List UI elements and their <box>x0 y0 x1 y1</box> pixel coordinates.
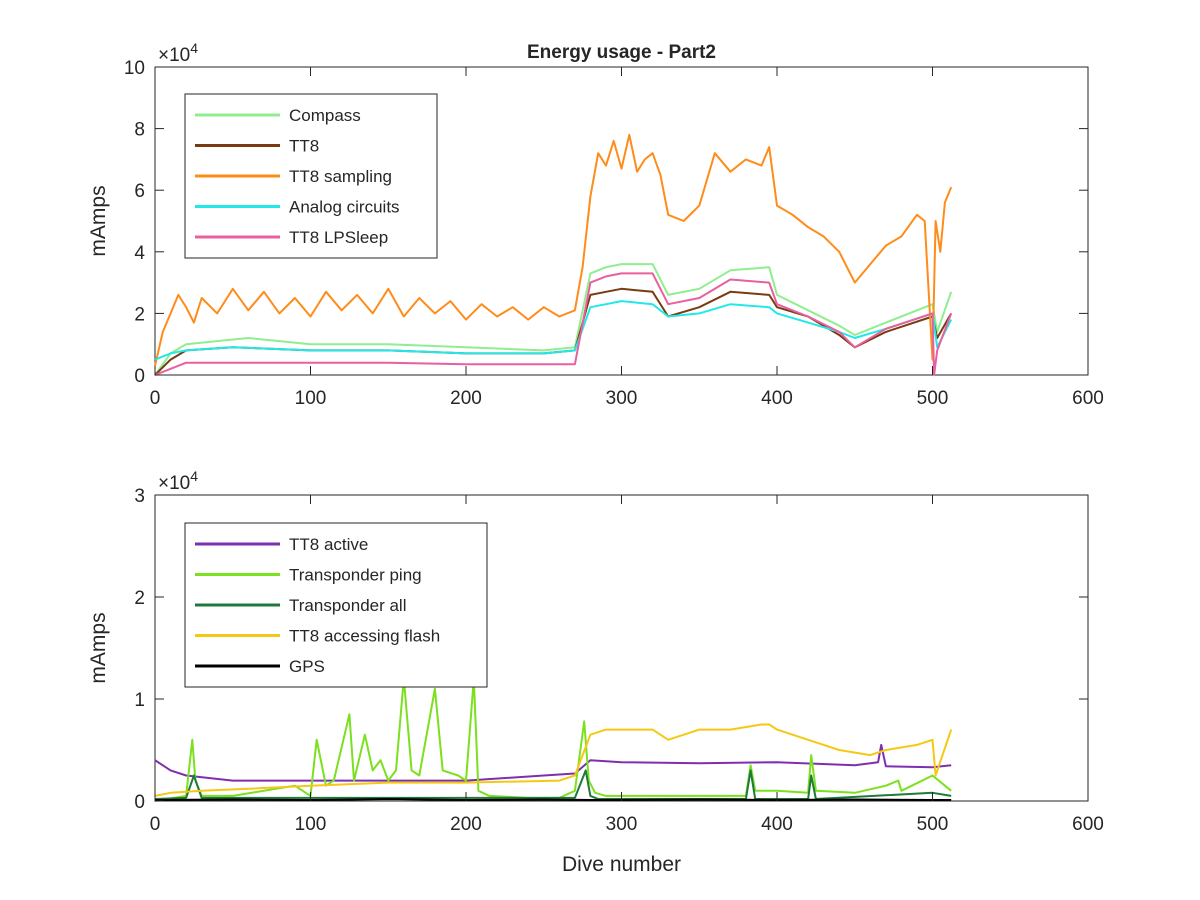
bottom-y-tick-label: 2 <box>134 588 145 609</box>
top-x-tick-label: 600 <box>1072 388 1104 409</box>
bottom-y-axis-label: mAmps <box>87 612 110 683</box>
top-exponent-base: ×10 <box>158 45 190 66</box>
bottom-legend-label: TT8 active <box>289 535 368 554</box>
bottom-legend-label: TT8 accessing flash <box>289 627 440 646</box>
bottom-legend-label: GPS <box>289 657 325 676</box>
top-exponent-label: ×104 <box>158 40 198 66</box>
bottom-x-tick-label: 100 <box>295 814 327 835</box>
top-y-tick-label: 6 <box>134 181 145 202</box>
top-y-tick-label: 2 <box>134 304 145 325</box>
bottom-x-tick-label: 200 <box>450 814 482 835</box>
top-series-line-compass <box>154 263 953 376</box>
top-x-tick-label: 300 <box>606 388 638 409</box>
bottom-series-group <box>154 677 953 802</box>
top-y-tick-label: 8 <box>134 120 145 141</box>
bottom-x-tick-label: 300 <box>606 814 638 835</box>
top-exponent-power: 4 <box>190 40 198 56</box>
top-series-group <box>154 133 953 376</box>
top-ticks-group: 0 100 200 300 400 500 600 0 2 4 6 8 10 <box>124 58 1104 409</box>
top-series-line-tt8-lpsleep <box>154 272 953 376</box>
top-legend: Compass TT8 TT8 sampling Analog circuits TT8… <box>184 93 438 259</box>
chart-title: Energy usage - Part2 <box>527 42 716 63</box>
bottom-series-line-gps <box>154 798 952 801</box>
top-y-tick-label: 10 <box>124 58 145 79</box>
bottom-exponent-power: 4 <box>190 468 198 484</box>
bottom-y-tick-label: 3 <box>134 486 145 507</box>
bottom-y-tick-label: 0 <box>134 792 145 813</box>
top-y-axis-label: mAmps <box>87 185 110 256</box>
top-legend-label: TT8 <box>289 137 319 156</box>
bottom-series-line-tt8-accessing-flash <box>154 723 953 797</box>
top-x-tick-label: 400 <box>761 388 793 409</box>
top-legend-label: Analog circuits <box>289 198 400 217</box>
bottom-ticks-group: 0 100 200 300 400 500 600 0 1 2 3 <box>134 486 1103 835</box>
bottom-panel: 0 100 200 300 400 500 600 0 1 2 3 mAmps Dive numbe… <box>87 468 1104 876</box>
top-series-line-analog-circuits <box>154 300 953 361</box>
bottom-legend: TT8 active Transponder ping Transponder al… <box>184 522 488 688</box>
bottom-y-tick-label: 1 <box>134 690 145 711</box>
top-legend-label: TT8 sampling <box>289 167 392 186</box>
bottom-legend-label: Transponder all <box>289 596 407 615</box>
top-legend-label: TT8 LPSleep <box>289 228 388 247</box>
top-panel: 0 100 200 300 400 500 600 0 2 4 6 8 10 Energy usage … <box>87 40 1104 409</box>
top-x-tick-label: 200 <box>450 388 482 409</box>
bottom-x-tick-label: 400 <box>761 814 793 835</box>
top-x-tick-label: 500 <box>917 388 949 409</box>
bottom-x-tick-label: 600 <box>1072 814 1104 835</box>
bottom-series-line-tt8-active <box>154 743 952 782</box>
bottom-x-tick-label: 0 <box>150 814 161 835</box>
top-x-tick-label: 100 <box>295 388 327 409</box>
bottom-legend-label: Transponder ping <box>289 566 422 585</box>
bottom-exponent-base: ×10 <box>158 473 190 494</box>
top-x-tick-label: 0 <box>150 388 161 409</box>
top-y-tick-label: 4 <box>134 243 145 264</box>
top-legend-label: Compass <box>289 106 361 125</box>
bottom-x-tick-label: 500 <box>917 814 949 835</box>
bottom-exponent-label: ×104 <box>158 468 198 494</box>
top-y-tick-label: 0 <box>134 366 145 387</box>
bottom-series-line-transponder-all <box>154 769 952 800</box>
bottom-x-axis-label: Dive number <box>562 853 681 876</box>
top-series-line-tt8-sampling <box>154 133 953 367</box>
